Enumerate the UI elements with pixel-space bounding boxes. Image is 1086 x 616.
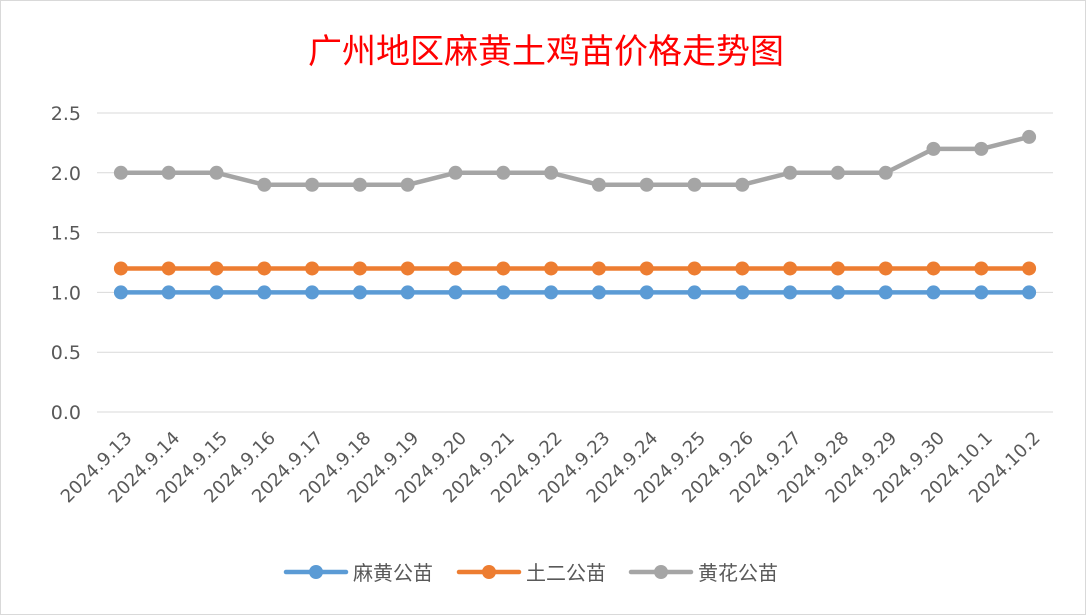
data-point (305, 261, 320, 276)
data-point (687, 261, 702, 276)
gridlines (97, 112, 1053, 413)
data-point (496, 165, 511, 180)
y-tick-label: 0.0 (51, 402, 81, 424)
data-point (257, 285, 272, 300)
chart-title: 广州地区麻黄土鸡苗价格走势图 (308, 32, 784, 72)
y-tick-label: 1.0 (51, 282, 81, 304)
data-point (448, 261, 463, 276)
data-point (735, 285, 750, 300)
data-point (209, 285, 224, 300)
data-point (544, 261, 559, 276)
data-point (400, 285, 415, 300)
data-point (974, 285, 989, 300)
data-point (687, 285, 702, 300)
legend-label: 土二公苗 (526, 561, 606, 585)
data-point (830, 285, 845, 300)
data-point (591, 177, 606, 192)
data-point (544, 285, 559, 300)
data-point (591, 261, 606, 276)
y-tick-label: 1.5 (51, 223, 81, 245)
data-point (544, 165, 559, 180)
data-point (783, 285, 798, 300)
data-point (687, 177, 702, 192)
data-point (113, 285, 128, 300)
data-point (257, 177, 272, 192)
data-point (161, 165, 176, 180)
legend-item: 麻黄公苗 (283, 561, 433, 585)
legend: 麻黄公苗 土二公苗 黄花公苗 (283, 561, 778, 585)
data-point (878, 285, 893, 300)
x-axis-ticks: 2024.9.132024.9.142024.9.152024.9.162024… (57, 428, 1045, 508)
data-point (1022, 261, 1037, 276)
data-point (639, 261, 654, 276)
series-1 (113, 285, 1037, 300)
y-axis-ticks: 0.0 0.5 1.0 1.5 2.0 2.5 (51, 103, 81, 424)
y-tick-label: 0.5 (51, 342, 81, 364)
data-point (735, 261, 750, 276)
data-point (161, 285, 176, 300)
legend-marker (482, 565, 496, 579)
legend-label: 黄花公苗 (698, 561, 778, 585)
data-point (209, 261, 224, 276)
data-point (113, 165, 128, 180)
data-point (974, 141, 989, 156)
data-point (878, 261, 893, 276)
legend-item: 黄花公苗 (628, 561, 778, 585)
data-point (352, 285, 367, 300)
data-point (639, 177, 654, 192)
y-tick-label: 2.0 (51, 163, 81, 185)
data-point (926, 285, 941, 300)
data-point (783, 165, 798, 180)
data-point (1022, 129, 1037, 144)
data-point (926, 261, 941, 276)
data-point (639, 285, 654, 300)
data-point (209, 165, 224, 180)
data-point (830, 165, 845, 180)
data-point (448, 165, 463, 180)
series-group (113, 129, 1037, 300)
series-2 (113, 261, 1037, 276)
data-point (783, 261, 798, 276)
data-point (305, 285, 320, 300)
data-point (400, 261, 415, 276)
data-point (400, 177, 415, 192)
data-point (352, 177, 367, 192)
data-point (878, 165, 893, 180)
data-point (257, 261, 272, 276)
data-point (113, 261, 128, 276)
legend-marker (309, 565, 323, 579)
data-point (735, 177, 750, 192)
data-point (448, 285, 463, 300)
data-point (496, 285, 511, 300)
data-point (830, 261, 845, 276)
data-point (161, 261, 176, 276)
data-point (352, 261, 367, 276)
data-point (496, 261, 511, 276)
data-point (974, 261, 989, 276)
series-3 (113, 129, 1037, 192)
series-line (118, 134, 1032, 188)
legend-marker (654, 565, 668, 579)
legend-label: 麻黄公苗 (353, 561, 433, 585)
data-point (305, 177, 320, 192)
data-point (1022, 285, 1037, 300)
legend-item: 土二公苗 (456, 561, 606, 585)
y-tick-label: 2.5 (51, 103, 81, 125)
data-point (591, 285, 606, 300)
data-point (926, 141, 941, 156)
